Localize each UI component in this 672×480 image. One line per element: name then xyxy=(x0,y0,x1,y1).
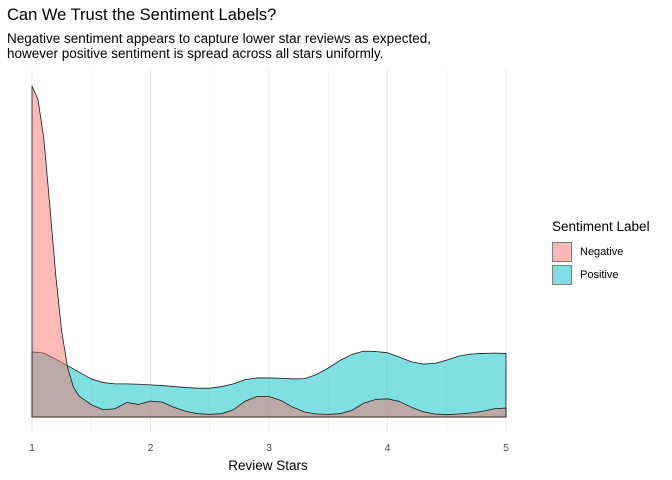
legend-label: Positive xyxy=(580,268,619,281)
legend-key-negative xyxy=(552,241,572,262)
x-tick-label: 5 xyxy=(503,442,509,454)
x-tick-label: 2 xyxy=(148,442,154,454)
legend: Sentiment Label Negative Positive xyxy=(552,219,650,286)
legend-label: Negative xyxy=(580,245,624,258)
x-tick-label: 1 xyxy=(29,442,35,454)
legend-item-positive: Positive xyxy=(552,263,650,286)
legend-items: Negative Positive xyxy=(552,240,650,286)
density-area-negative xyxy=(31,85,507,418)
x-axis-ticks: 1 2 3 4 5 xyxy=(29,442,509,454)
chart-subtitle-line-1: Negative sentiment appears to capture lo… xyxy=(7,31,431,46)
x-axis-title: Review Stars xyxy=(228,458,308,473)
x-tick-label: 3 xyxy=(266,442,272,454)
chart-subtitle-line-2: however positive sentiment is spread acr… xyxy=(7,46,384,61)
chart-title: Can We Trust the Sentiment Labels? xyxy=(7,6,277,24)
legend-key-positive xyxy=(552,264,572,285)
legend-title: Sentiment Label xyxy=(552,219,650,234)
density-areas xyxy=(31,85,507,418)
x-tick-label: 4 xyxy=(385,442,391,454)
legend-item-negative: Negative xyxy=(552,240,650,263)
